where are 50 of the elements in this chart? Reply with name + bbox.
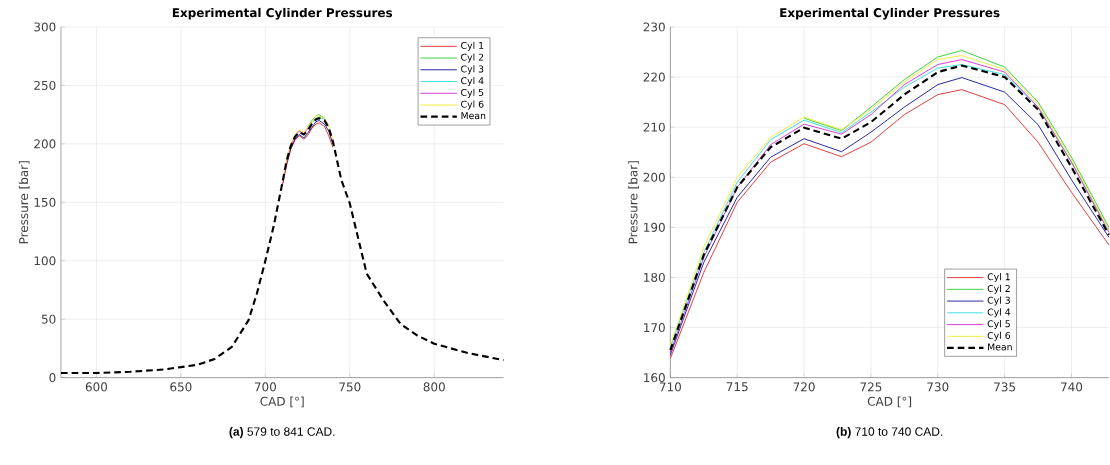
x-tick-label: 800 (423, 382, 445, 392)
chart-title: Experimental Cylinder Pressures (172, 8, 393, 20)
y-tick-label: 230 (643, 22, 665, 32)
text: (a) 579 to 841 CAD. (229, 427, 335, 439)
legend-label: Cyl 4 (461, 77, 484, 87)
x-tick-label: 735 (994, 382, 1016, 392)
x-tick-label: 740 (1061, 382, 1083, 392)
y-tick-label: 170 (644, 323, 665, 333)
x-tick-label: 600 (85, 382, 108, 392)
y-tick-label: 190 (644, 223, 665, 233)
y-tick-label: 250 (34, 81, 56, 91)
x-tick-label: 720 (793, 382, 815, 392)
y-tick-label: 210 (643, 122, 665, 132)
legend-label: Cyl 1 (461, 41, 484, 52)
legend-label: Cyl 5 (461, 88, 484, 98)
legend-label: Cyl 2 (987, 285, 1010, 295)
x-tick-label: 650 (170, 382, 192, 392)
legend-label: Cyl 3 (461, 65, 484, 75)
x-axis-title: CAD [°] (867, 396, 912, 408)
x-tick-label: 725 (860, 382, 882, 392)
x-tick-label: 710 (659, 382, 681, 392)
y-tick-label: 220 (643, 72, 665, 82)
x-tick-label: 730 (927, 382, 949, 392)
y-axis-title: Pressure [bar] (18, 161, 30, 244)
y-tick-label: 200 (34, 139, 56, 149)
y-tick-label: 300 (34, 22, 56, 32)
legend-label: Cyl 5 (987, 320, 1010, 330)
y-tick-label: 100 (34, 256, 56, 266)
legend-label: Cyl 2 (461, 53, 484, 63)
y-axis-title: Pressure [bar] (628, 161, 639, 244)
line-series (803, 50, 1110, 229)
x-tick-label: 750 (339, 382, 361, 392)
legend-label: Cyl 3 (987, 296, 1010, 306)
legend-label: Cyl 1 (987, 273, 1010, 283)
text: (b) 710 to 740 CAD. (836, 427, 943, 439)
chart-title: Experimental Cylinder Pressures (780, 8, 1000, 20)
x-tick-label: 700 (254, 382, 276, 392)
legend-label: Cyl 6 (461, 100, 484, 110)
y-tick-label: 50 (41, 314, 56, 324)
legend-label: Mean (988, 343, 1012, 351)
y-tick-label: 160 (644, 373, 665, 383)
x-tick-label: 715 (726, 382, 748, 392)
x-axis-title: CAD [°] (260, 396, 304, 408)
y-tick-label: 0 (49, 373, 56, 383)
y-tick-label: 200 (643, 172, 665, 183)
legend-label: Cyl 4 (987, 308, 1011, 318)
legend-label: Mean (461, 112, 486, 120)
legend-label: Cyl 6 (987, 332, 1011, 342)
y-tick-label: 150 (34, 197, 56, 208)
y-tick-label: 180 (644, 273, 665, 283)
